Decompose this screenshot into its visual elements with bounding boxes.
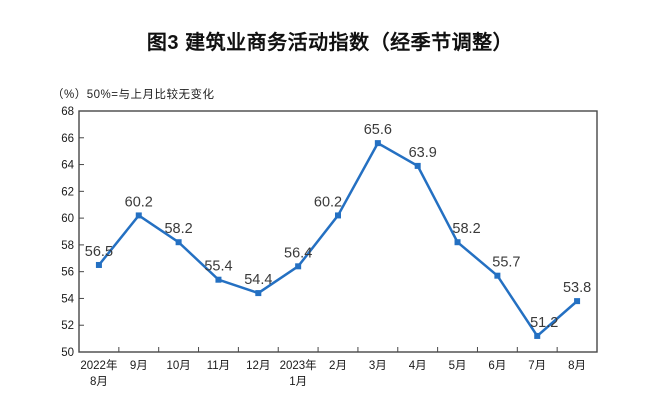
x-axis-tick-label: 12月	[246, 360, 270, 372]
data-point-marker	[95, 261, 102, 268]
data-point-label: 58.2	[164, 221, 192, 237]
data-point-marker	[335, 212, 341, 219]
data-point-label: 63.9	[409, 145, 437, 161]
x-axis-tick-label: 9月	[130, 360, 148, 372]
data-point-label: 55.7	[492, 255, 520, 271]
data-point-label: 56.4	[284, 245, 312, 261]
y-axis-tick-label: 56	[61, 267, 74, 279]
y-axis-tick-label: 62	[61, 186, 74, 198]
data-point-marker	[215, 276, 222, 283]
data-point-label: 53.8	[563, 280, 591, 296]
x-axis-tick-label: 8月	[568, 360, 586, 372]
y-axis-tick-label: 58	[61, 240, 74, 252]
data-point-label: 58.2	[452, 221, 480, 237]
x-axis-tick-label: 8月	[90, 376, 108, 388]
x-axis-tick-label: 2月	[329, 360, 347, 372]
data-point-marker	[414, 162, 421, 169]
data-point-label: 54.4	[244, 272, 272, 288]
x-axis-tick-label: 4月	[409, 360, 427, 372]
y-axis-tick-label: 64	[61, 160, 74, 172]
data-point-label: 55.4	[204, 259, 232, 275]
data-point-marker	[135, 212, 142, 219]
x-axis-tick-label: 3月	[369, 360, 387, 372]
data-point-marker	[454, 239, 461, 246]
data-point-marker	[534, 332, 541, 339]
y-axis-tick-label: 50	[61, 347, 74, 359]
data-point-label: 65.6	[364, 122, 392, 138]
data-point-marker	[295, 263, 302, 270]
x-axis-tick-label: 7月	[528, 360, 546, 372]
data-point-label: 60.2	[125, 194, 153, 210]
data-point-marker	[574, 298, 581, 305]
data-point-marker	[494, 272, 501, 279]
y-axis-tick-label: 52	[61, 320, 74, 332]
series-line	[97, 141, 579, 338]
data-point-label: 60.2	[314, 194, 342, 210]
data-point-marker	[175, 239, 182, 246]
chart-unit-note: （%）50%=与上月比较无变化	[52, 89, 215, 101]
x-axis-tick-label: 2023年	[280, 358, 317, 372]
x-axis-tick-label: 10月	[166, 360, 190, 372]
y-axis-tick-label: 66	[61, 133, 74, 145]
x-axis-tick-label: 1月	[289, 376, 307, 388]
data-point-marker	[374, 140, 381, 147]
data-point-label: 56.5	[85, 244, 113, 260]
x-axis-tick-label: 5月	[449, 360, 467, 372]
x-axis-tick-label: 2022年	[80, 358, 117, 372]
y-axis-tick-label: 54	[61, 293, 74, 305]
x-axis-tick-label: 11月	[207, 360, 230, 372]
data-point-marker	[255, 290, 262, 297]
x-axis-tick-label: 6月	[488, 360, 506, 372]
data-point-label: 51.2	[530, 315, 558, 331]
y-axis-tick-label: 68	[61, 106, 74, 118]
plot-frame	[78, 110, 598, 353]
chart-title: 图3 建筑业商务活动指数（经季节调整）	[146, 32, 514, 54]
y-axis-tick-label: 60	[61, 213, 74, 225]
